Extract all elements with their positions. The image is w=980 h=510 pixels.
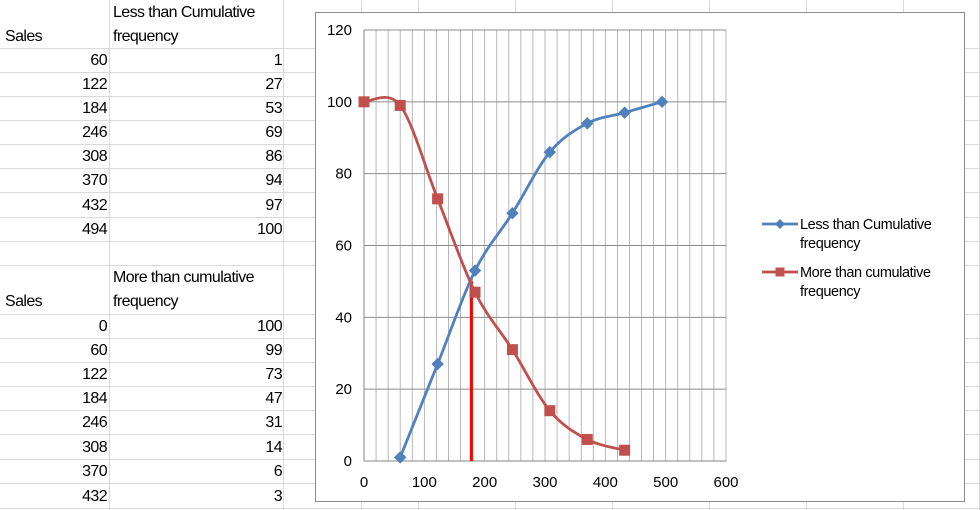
table1-sales-cell[interactable]: 184 [82, 100, 108, 117]
table1-sales-cell[interactable]: 370 [82, 172, 108, 189]
x-tick-label: 400 [593, 474, 618, 491]
table2-sales-cell[interactable]: 184 [82, 390, 108, 407]
y-tick-label: 0 [344, 453, 352, 470]
table2-sales-cell[interactable]: 0 [98, 318, 108, 335]
table2-frequency-cell[interactable]: 100 [257, 318, 283, 335]
more-than-data-point [432, 193, 444, 205]
less-than-data-point [393, 451, 407, 464]
table1-sales-cell[interactable]: 246 [82, 124, 108, 141]
less-than-data-point [543, 145, 557, 159]
more-than-data-point [619, 444, 631, 456]
table2-frequency-cell[interactable]: 47 [265, 390, 282, 407]
table1-frequency-cell[interactable]: 53 [265, 100, 282, 117]
sheet-column-line [109, 0, 110, 510]
more-than-data-point [358, 96, 370, 108]
x-tick-label: 500 [653, 474, 678, 491]
sheet-column-line [283, 0, 284, 510]
y-tick-label: 100 [327, 94, 352, 111]
table2-sales-cell[interactable]: 122 [82, 366, 108, 383]
table1-frequency-cell[interactable]: 1 [273, 52, 283, 69]
table2-sales-cell[interactable]: 246 [82, 414, 108, 431]
sheet-row-line [0, 508, 980, 509]
x-tick-label: 600 [713, 474, 738, 491]
table2-frequency-cell[interactable]: 6 [273, 463, 283, 480]
more-than-data-point [506, 344, 518, 356]
legend-less-than-marker [775, 219, 785, 229]
y-tick-label: 20 [335, 381, 352, 398]
y-tick-label: 120 [327, 22, 352, 39]
legend-more-than-marker [775, 267, 785, 277]
table2-frequency-cell[interactable]: 3 [273, 488, 283, 505]
table2-sales-cell[interactable]: 60 [90, 342, 107, 359]
x-tick-label: 300 [532, 474, 557, 491]
y-tick-label: 80 [335, 166, 352, 183]
table1-frequency-header[interactable]: Less than Cumulative frequency [113, 4, 255, 45]
y-tick-label: 40 [335, 309, 352, 326]
table2-sales-cell[interactable]: 432 [82, 488, 108, 505]
table1-sales-header[interactable]: Sales [5, 28, 43, 45]
table1-frequency-cell[interactable]: 94 [265, 172, 282, 189]
table2-sales-cell[interactable]: 308 [82, 439, 108, 456]
y-tick-label: 60 [335, 238, 352, 255]
chart-svg: 0 20 40 60 80 100 120 0 100 200 300 400 500 600 Less t… [327, 22, 932, 491]
less-than-data-point [431, 357, 444, 371]
table1-frequency-cell[interactable]: 69 [265, 124, 282, 141]
more-than-data-point [469, 286, 481, 298]
table1-frequency-cell[interactable]: 97 [265, 197, 282, 214]
less-than-data-point [506, 206, 519, 220]
less-than-data-point [618, 106, 631, 119]
table1-sales-cell[interactable]: 494 [82, 221, 108, 238]
table1-sales-cell[interactable]: 432 [82, 197, 108, 214]
table1-sales-cell[interactable]: 308 [82, 148, 108, 165]
table1-frequency-cell[interactable]: 27 [265, 76, 282, 93]
table2-frequency-cell[interactable]: 14 [265, 439, 282, 456]
x-tick-label: 200 [472, 474, 497, 491]
x-tick-label: 0 [360, 474, 368, 491]
table1-sales-cell[interactable]: 122 [82, 76, 108, 93]
table1-frequency-cell[interactable]: 100 [257, 221, 283, 238]
chart[interactable]: 0 20 40 60 80 100 120 0 100 200 300 400 500 600 Less t… [315, 12, 965, 502]
legend-more-than-label: More than cumulative frequency [800, 265, 931, 300]
x-tick-label: 100 [412, 474, 437, 491]
table2-sales-header[interactable]: Sales [5, 293, 43, 310]
less-than-data-point [581, 117, 594, 130]
less-than-data-point [468, 264, 482, 277]
table2-frequency-cell[interactable]: 99 [265, 342, 282, 359]
table2-frequency-cell[interactable]: 31 [265, 414, 282, 431]
more-than-data-point [394, 99, 406, 111]
table1-frequency-cell[interactable]: 86 [265, 148, 282, 165]
more-than-data-point [581, 433, 593, 445]
table2-frequency-cell[interactable]: 73 [265, 366, 282, 383]
more-than-series-line [363, 95, 626, 452]
more-than-data-point [544, 405, 556, 417]
less-than-series-line [398, 100, 663, 458]
legend-less-than-label: Less than Cumulative frequency [800, 217, 932, 252]
table1-sales-cell[interactable]: 60 [90, 52, 107, 69]
less-than-data-point [655, 95, 669, 109]
table2-sales-cell[interactable]: 370 [82, 463, 108, 480]
table2-frequency-header[interactable]: More than cumulative frequency [113, 269, 255, 310]
